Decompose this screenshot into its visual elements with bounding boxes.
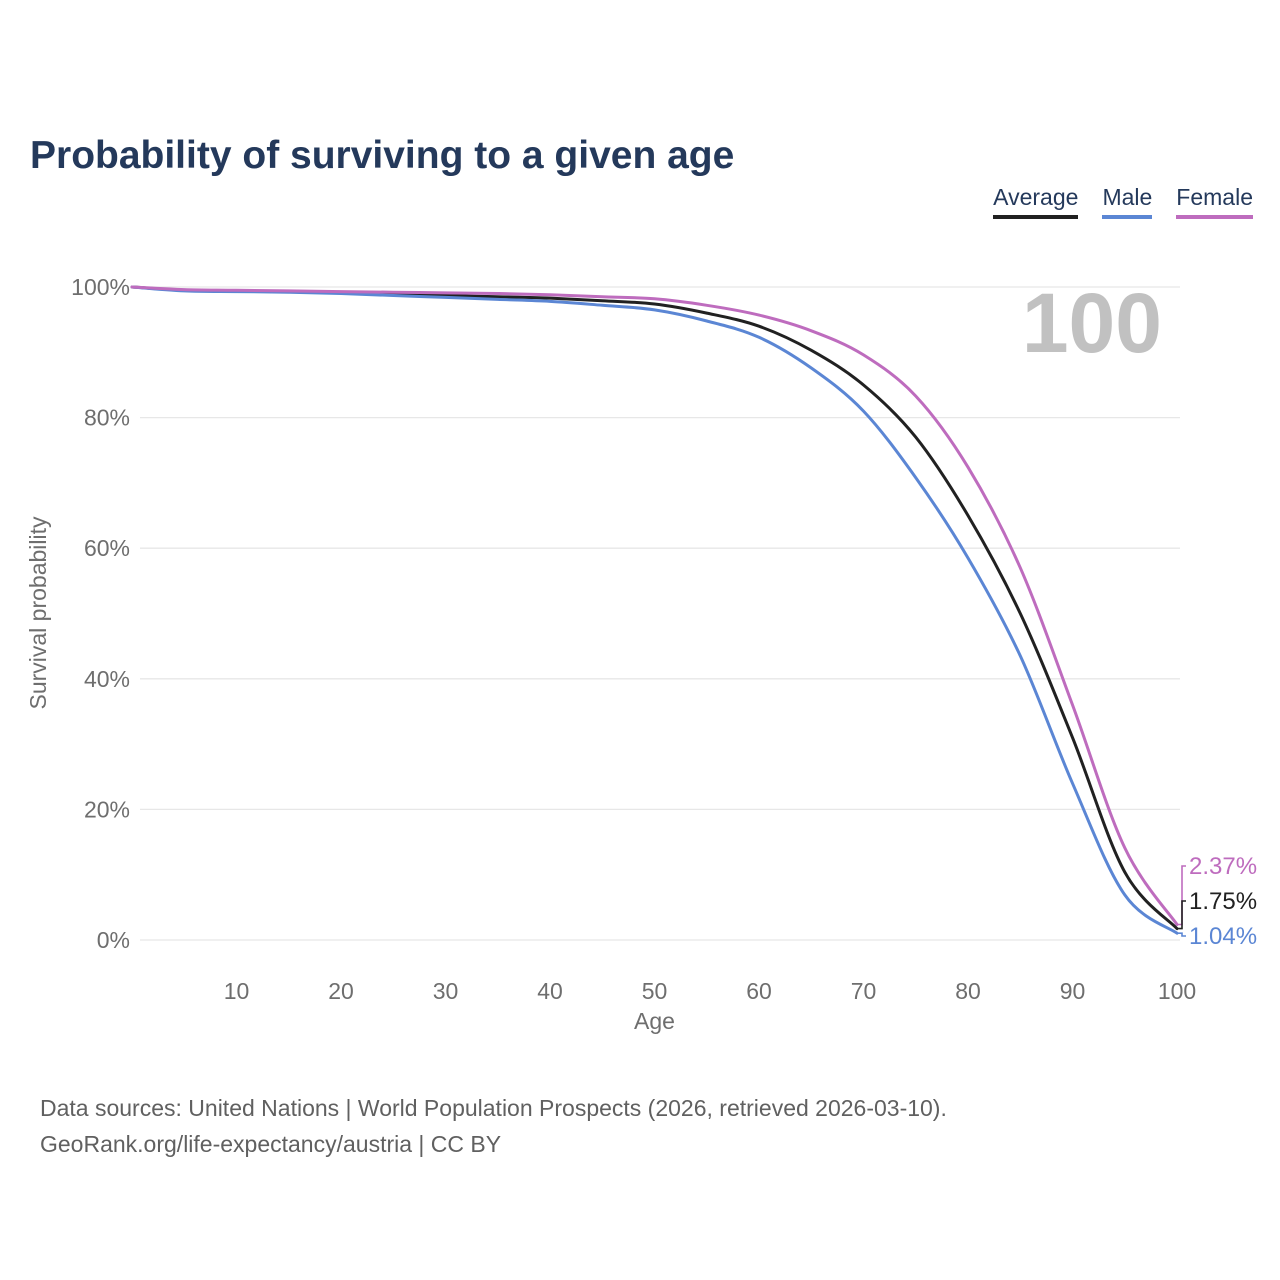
legend-item-male[interactable]: Male xyxy=(1102,184,1153,219)
end-label-connector-male xyxy=(1177,932,1186,937)
x-tick-label: 20 xyxy=(328,978,354,1004)
end-label-connector-female xyxy=(1177,865,1186,926)
age-watermark: 100 xyxy=(1022,276,1162,370)
series-line-male[interactable] xyxy=(130,285,1179,935)
series-line-female[interactable] xyxy=(130,285,1179,926)
y-tick-label: 100% xyxy=(71,274,130,300)
end-label-connector-average xyxy=(1177,900,1186,930)
x-tick-label: 50 xyxy=(642,978,668,1004)
x-tick-label: 90 xyxy=(1060,978,1086,1004)
y-tick-label: 80% xyxy=(84,405,130,431)
end-value-label-male: 1.04% xyxy=(1189,923,1257,950)
data-sources-line: Data sources: United Nations | World Pop… xyxy=(40,1095,947,1121)
y-axis-title: Survival probability xyxy=(25,516,51,710)
page-title: Probability of surviving to a given age xyxy=(30,134,735,178)
y-tick-label: 40% xyxy=(84,666,130,692)
y-tick-label: 0% xyxy=(97,927,130,953)
series-line-average[interactable] xyxy=(130,285,1179,931)
x-tick-label: 70 xyxy=(851,978,877,1004)
chart-footer: Data sources: United Nations | World Pop… xyxy=(40,1090,947,1162)
y-tick-label: 20% xyxy=(84,796,130,822)
end-value-label-average: 1.75% xyxy=(1189,888,1257,915)
x-axis-title: Age xyxy=(634,1008,675,1034)
x-tick-label: 30 xyxy=(433,978,459,1004)
x-tick-label: 10 xyxy=(224,978,250,1004)
x-tick-label: 80 xyxy=(955,978,981,1004)
y-tick-label: 60% xyxy=(84,535,130,561)
chart-legend: Average Male Female xyxy=(993,184,1253,219)
x-tick-label: 100 xyxy=(1158,978,1196,1004)
x-tick-label: 60 xyxy=(746,978,772,1004)
attribution-line: GeoRank.org/life-expectancy/austria | CC… xyxy=(40,1131,502,1157)
end-value-label-female: 2.37% xyxy=(1189,853,1257,880)
x-tick-label: 40 xyxy=(537,978,563,1004)
legend-item-average[interactable]: Average xyxy=(993,184,1079,219)
legend-item-female[interactable]: Female xyxy=(1176,184,1253,219)
